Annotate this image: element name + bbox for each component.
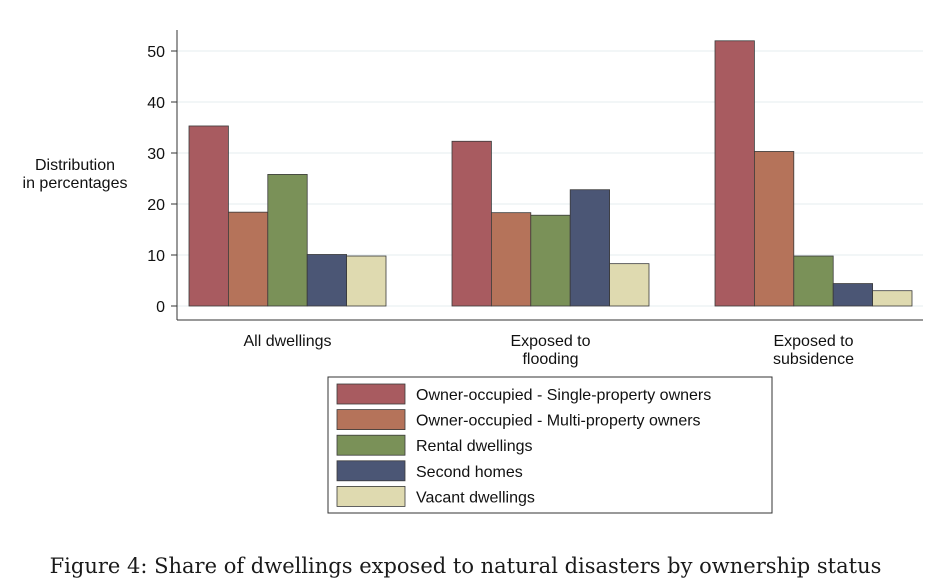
bar xyxy=(569,189,611,307)
y-tick-label: 0 xyxy=(156,299,165,316)
bar xyxy=(267,174,308,307)
legend-label: Second homes xyxy=(416,464,523,481)
y-axis-label: Distribution in percentages xyxy=(23,157,128,192)
legend-label: Vacant dwellings xyxy=(416,489,535,506)
bar xyxy=(832,283,874,307)
bar xyxy=(609,263,650,307)
legend-label: Rental dwellings xyxy=(416,438,533,455)
legend-swatch xyxy=(336,460,406,482)
legend-swatch xyxy=(336,434,406,456)
y-tick-label: 10 xyxy=(147,248,165,265)
x-tick-label: Exposed to xyxy=(773,333,853,350)
bar xyxy=(227,211,269,307)
legend-label: Owner-occupied - Single-property owners xyxy=(416,387,711,404)
figure-caption: Figure 4: Share of dwellings exposed to … xyxy=(49,554,882,578)
bar xyxy=(754,151,795,307)
bar xyxy=(872,290,913,307)
bar xyxy=(306,254,348,307)
y-axis-label-line-2: in percentages xyxy=(23,175,128,192)
x-tick-label: All dwellings xyxy=(243,333,331,350)
bar xyxy=(188,125,229,307)
legend-label: Owner-occupied - Multi-property owners xyxy=(416,413,701,430)
legend-swatch xyxy=(336,409,406,431)
y-tick-label: 30 xyxy=(147,146,165,163)
x-tick-label: Exposed to xyxy=(510,333,590,350)
x-tick-label: flooding xyxy=(522,351,578,368)
y-tick-label: 20 xyxy=(147,197,165,214)
bars xyxy=(188,40,913,307)
bar xyxy=(793,255,834,307)
y-ticks: 0 10 20 30 40 50 xyxy=(147,44,177,316)
x-tick-label: subsidence xyxy=(773,351,854,368)
y-tick-label: 50 xyxy=(147,44,165,61)
legend-swatch xyxy=(336,383,406,405)
y-axis-label-line-1: Distribution xyxy=(35,157,115,174)
y-tick-label: 40 xyxy=(147,95,165,112)
legend-swatch xyxy=(336,485,406,507)
bar xyxy=(451,140,492,307)
bar xyxy=(346,255,387,307)
bar xyxy=(714,40,755,307)
bar xyxy=(530,214,571,307)
axes xyxy=(176,30,923,321)
legend: Owner-occupied - Single-property owners O… xyxy=(327,376,773,514)
bar xyxy=(490,212,532,307)
